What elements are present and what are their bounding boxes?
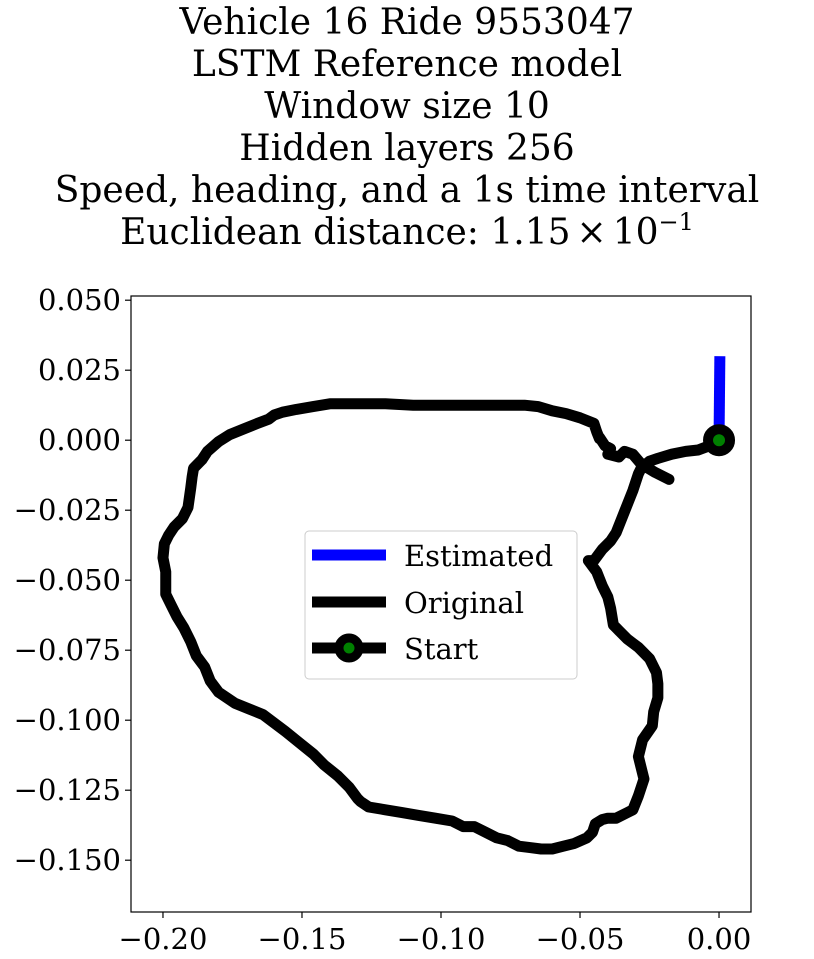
x-tick-label: 0.00 — [687, 922, 752, 956]
start-marker — [703, 424, 736, 457]
legend-start-label: Start — [404, 632, 479, 666]
y-tick-label: −0.025 — [14, 493, 121, 527]
y-tick-label: −0.150 — [14, 843, 121, 877]
distance-base: 10 — [612, 212, 659, 253]
x-tick-label: −0.15 — [258, 922, 347, 956]
plot-area — [157, 356, 736, 855]
y-tick-label: −0.050 — [14, 563, 121, 597]
title-line-2: LSTM Reference model — [191, 44, 623, 85]
y-tick-label: 0.000 — [38, 423, 121, 457]
distance-times: × — [576, 212, 607, 253]
distance-exponent: −1 — [658, 208, 694, 236]
distance-mantissa: 1.15 — [490, 212, 571, 253]
x-tick-label: −0.10 — [397, 922, 486, 956]
y-tick-label: −0.075 — [14, 633, 121, 667]
chart-title: Vehicle 16 Ride 9553047 LSTM Reference m… — [0, 2, 814, 254]
distance-prefix: Euclidean distance: — [120, 212, 491, 253]
x-axis: −0.20 −0.15 −0.10 −0.05 0.00 — [119, 912, 752, 956]
y-tick-label: −0.125 — [14, 773, 121, 807]
y-tick-label: 0.050 — [38, 283, 121, 317]
legend-estimated-label: Estimated — [404, 539, 553, 573]
title-line-4: Hidden layers 256 — [239, 128, 575, 169]
title-line-5: Speed, heading, and a 1s time interval — [54, 170, 760, 211]
y-tick-label: −0.100 — [14, 703, 121, 737]
x-tick-label: −0.20 — [119, 922, 208, 956]
legend-original-label: Original — [404, 586, 524, 620]
legend-start-swatch-marker — [334, 633, 364, 663]
title-line-3: Window size 10 — [264, 86, 550, 127]
y-tick-label: 0.025 — [38, 353, 121, 387]
legend-box — [304, 530, 578, 680]
series-original-line — [157, 398, 725, 855]
title-line-1: Vehicle 16 Ride 9553047 — [179, 2, 635, 43]
legend: Estimated Original Start — [304, 530, 578, 680]
y-axis: 0.050 0.025 0.000 −0.025 −0.050 −0.075 −0.100 −… — [14, 283, 131, 877]
title-line-6: Euclidean distance: 1.15 × 10−1 — [0, 210, 814, 254]
x-tick-label: −0.05 — [536, 922, 625, 956]
